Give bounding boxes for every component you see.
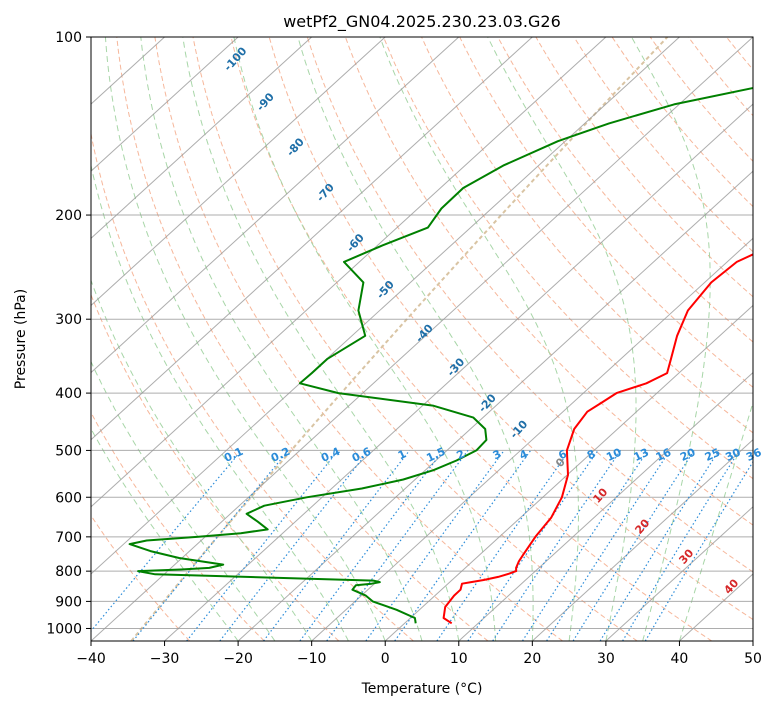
dry-adiabat-line [91,411,265,641]
isotherm-line [164,103,753,641]
dry-adiabat-line [268,37,753,621]
y-tick-label: 800 [55,564,82,580]
mixing-ratio-label: 25 [703,446,722,464]
moist-adiabat-line [379,37,579,641]
moist-adiabat-line [91,427,239,641]
moist-adiabat-line [233,37,497,641]
profile-series [128,86,753,625]
isotherm-line [458,371,753,641]
moist-adiabat-line [104,37,386,641]
mixing-ratio-line [132,450,289,641]
isotherm-line [311,237,753,641]
moist-adiabat-line [91,360,276,641]
chart-title: wetPf2_GN04.2025.230.23.03.G26 [283,12,561,32]
mixing-ratio-line [546,450,671,641]
isotherm-line [384,304,753,641]
x-tick-label: −40 [76,651,106,667]
y-tick-label: 600 [55,490,82,506]
dry-adiabat-line [497,37,753,343]
isotherm-line [91,37,533,441]
mixing-ratio-line [467,450,599,641]
x-axis-label: Temperature (°C) [361,681,483,697]
mixing-ratio-line [492,450,622,641]
mixing-ratio-line [394,450,532,641]
plot-frame [90,36,754,642]
dry-adiabat-line [154,37,563,641]
mixing-ratio-line [365,450,505,641]
mixing-ratio-line [436,450,570,641]
isotherm-line [605,506,753,641]
dewpoint-profile-line [128,86,753,624]
mixing-ratio-label: 36 [744,446,764,464]
reference-lines [91,37,753,641]
y-tick-label: 100 [55,30,82,46]
isotherm-line [237,170,753,641]
isotherm-line [91,37,460,374]
mixing-ratio-label: 20 [678,446,698,464]
isotherm-line [91,37,239,172]
y-axis-label: Pressure (hPa) [13,289,29,389]
x-tick-label: 30 [597,651,615,667]
mixing-ratio-line [91,450,242,632]
y-tick-label: 300 [55,312,82,328]
y-tick-label: 400 [55,386,82,402]
y-tick-label: 200 [55,208,82,224]
mixing-ratio-label: 10 [604,446,624,464]
x-tick-label: 0 [381,651,390,667]
y-tick-label: 700 [55,530,82,546]
isotherm-line [91,37,607,508]
moist-adiabat-line [91,163,349,641]
x-tick-label: 20 [523,651,541,667]
x-tick-label: −30 [150,651,180,667]
moist-adiabat-line [678,400,753,641]
x-tick-label: 40 [671,651,689,667]
x-tick-label: −10 [297,651,327,667]
moist-adiabat-line [297,37,534,641]
mixing-ratio-line [622,450,740,641]
x-tick-label: 10 [450,651,468,667]
mixing-ratio-line [299,450,444,641]
x-tick-label: 50 [744,651,762,667]
isotherm-line [91,37,753,641]
moist-adiabat-line [487,37,637,641]
mixing-ratio-label: 13 [632,446,651,464]
mixing-ratio-line [599,450,720,641]
dry-adiabat-line [116,37,489,641]
temperature-profile-line [442,253,753,625]
dry-adiabat-line [306,37,753,573]
isotherm-line [91,37,313,240]
moist-adiabat-line [140,37,423,641]
mixing-ratio-label: 30 [723,446,743,464]
mixing-ratio-line [186,450,339,641]
mixing-ratio-line [521,450,649,641]
y-tick-label: 900 [55,594,82,610]
mixing-ratio-line [263,450,410,641]
mixing-ratio-label: 16 [654,446,674,464]
axis-ticks: −40 −30 −20 −10 0 10 20 30 40 50 1000 900 800 700 600 5… [46,30,762,667]
isotherm-line [531,438,753,641]
isotherm-line [91,37,386,307]
dry-adiabat-line [192,37,638,641]
x-tick-label: −20 [223,651,253,667]
mixing-ratio-line [326,450,469,641]
y-tick-label: 500 [55,443,82,459]
y-tick-label: 1000 [46,621,82,637]
moist-adiabat-line [631,37,711,641]
moist-adiabat-line [182,37,460,641]
dry-adiabat-line [421,37,753,434]
